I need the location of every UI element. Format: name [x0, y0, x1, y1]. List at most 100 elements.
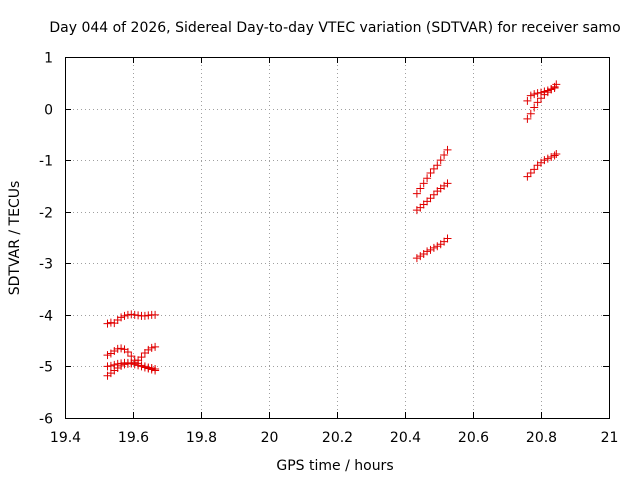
data-point — [423, 247, 432, 256]
data-point — [123, 347, 132, 356]
data-point — [412, 189, 421, 198]
data-point — [526, 109, 535, 118]
data-point — [429, 190, 438, 199]
data-point — [533, 89, 542, 98]
data-point — [120, 311, 129, 320]
data-point — [533, 98, 542, 107]
y-tick-label: -5 — [39, 360, 53, 376]
data-point — [140, 311, 149, 320]
data-points — [103, 80, 561, 380]
data-point — [550, 151, 559, 160]
data-point — [429, 243, 438, 252]
data-point — [526, 91, 535, 100]
data-point — [147, 365, 156, 374]
plot-frame — [65, 57, 610, 419]
x-axis-label: GPS time / hours — [276, 458, 393, 474]
data-point — [110, 346, 119, 355]
data-point — [117, 344, 126, 353]
data-point — [443, 179, 452, 188]
data-point — [416, 252, 425, 261]
data-point — [523, 172, 532, 181]
y-tick-label: -6 — [39, 412, 53, 428]
data-point — [523, 96, 532, 105]
y-tick-label: -3 — [39, 257, 53, 273]
data-point — [151, 310, 160, 319]
x-tick-label: 20.6 — [458, 430, 489, 446]
data-point — [130, 358, 139, 367]
series-sat-i — [523, 83, 559, 123]
data-point — [433, 161, 442, 170]
data-point — [127, 359, 136, 368]
series-sat-f — [412, 179, 452, 215]
data-point — [423, 174, 432, 183]
data-point — [412, 254, 421, 263]
data-point — [144, 311, 153, 320]
y-tick-label: 0 — [44, 103, 53, 119]
data-point — [127, 310, 136, 319]
data-point — [443, 234, 452, 243]
data-point — [426, 245, 435, 254]
data-point — [530, 90, 539, 99]
grid — [65, 57, 609, 418]
data-point — [140, 363, 149, 372]
data-point — [436, 156, 445, 165]
data-point — [547, 153, 556, 162]
data-point — [426, 194, 435, 203]
data-point — [537, 94, 545, 103]
x-tick-label: 20.8 — [526, 430, 557, 446]
data-point — [147, 343, 156, 352]
data-point — [543, 154, 552, 163]
data-point — [106, 361, 115, 370]
x-tick-label: 19.4 — [50, 430, 81, 446]
data-point — [106, 318, 115, 327]
data-point — [134, 311, 143, 320]
data-point — [120, 360, 129, 369]
series-sat-a — [103, 310, 160, 328]
data-point — [123, 359, 132, 368]
x-tick-label: 20 — [261, 430, 279, 446]
y-axis-label: SDTVAR / TECUs — [7, 181, 23, 296]
data-point — [103, 351, 112, 360]
data-point — [137, 362, 146, 371]
y-tick-label: -4 — [39, 309, 53, 325]
data-point — [144, 364, 153, 373]
data-point — [550, 83, 559, 92]
data-point — [416, 184, 425, 193]
x-tick-label: 20.2 — [322, 430, 353, 446]
data-point — [113, 344, 122, 353]
x-tick-label: 20.4 — [390, 430, 421, 446]
chart-title: Day 044 of 2026, Sidereal Day-to-day VTE… — [49, 20, 620, 36]
x-tick-label: 21 — [601, 430, 619, 446]
data-point — [552, 149, 561, 158]
data-point — [433, 242, 442, 251]
data-point — [103, 319, 112, 328]
data-point — [429, 164, 438, 173]
y-tick-label: -1 — [39, 154, 53, 170]
data-point — [144, 345, 153, 354]
data-point — [419, 179, 428, 188]
data-point — [137, 353, 146, 362]
data-point — [530, 165, 539, 174]
data-point — [123, 310, 132, 319]
data-point — [530, 103, 539, 112]
data-point — [540, 156, 549, 165]
data-point — [523, 114, 532, 123]
data-point — [151, 342, 160, 351]
data-point — [426, 169, 435, 178]
x-tick-label: 19.6 — [118, 430, 149, 446]
data-point — [151, 366, 160, 375]
axis-ticks — [65, 57, 610, 419]
data-point — [552, 80, 561, 89]
data-point — [113, 363, 122, 372]
y-tick-label: -2 — [39, 206, 53, 222]
data-point — [130, 310, 139, 319]
y-tick-label: 1 — [44, 51, 53, 67]
data-point — [117, 313, 126, 322]
data-point — [526, 169, 535, 178]
data-point — [117, 361, 126, 370]
data-point — [547, 85, 556, 94]
series-sat-g — [412, 234, 452, 263]
data-point — [127, 352, 136, 361]
